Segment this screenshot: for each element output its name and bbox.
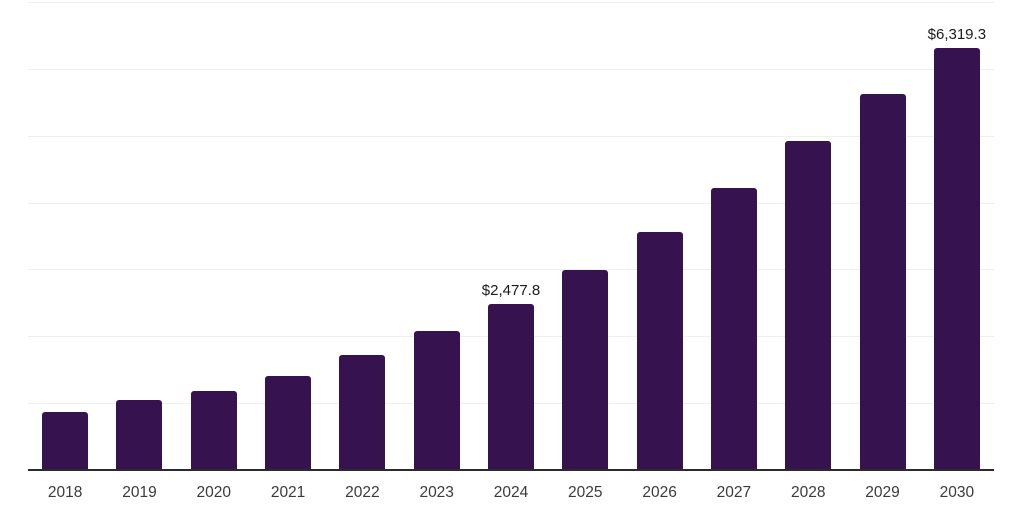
bar-2024	[488, 304, 534, 470]
x-axis-label-2021: 2021	[270, 484, 306, 501]
x-axis-label-2024: 2024	[493, 484, 529, 501]
bar-2030	[933, 47, 980, 470]
bar-2020	[190, 390, 237, 470]
bar-2028	[785, 141, 832, 470]
bar-2026	[636, 231, 683, 470]
bar-2025	[562, 269, 609, 470]
x-axis-label-2022: 2022	[345, 484, 380, 501]
bar-2021	[265, 376, 312, 470]
bar-2027	[710, 187, 757, 470]
x-axis-label-2025: 2025	[568, 484, 603, 501]
bar-2019	[116, 400, 163, 470]
x-axis-label-2020: 2020	[196, 484, 232, 501]
data-label-2030: $6,319.3	[927, 25, 987, 43]
bar-2029	[859, 93, 906, 470]
x-axis-label-2030: 2030	[939, 484, 975, 501]
gridline	[28, 68, 994, 70]
gridline	[28, 135, 994, 137]
bar-2022	[339, 354, 386, 470]
gridline	[28, 2, 994, 3]
x-axis-label-2029: 2029	[865, 484, 900, 501]
x-axis-label-2026: 2026	[642, 484, 677, 501]
x-axis-line	[28, 469, 994, 471]
x-axis-label-2027: 2027	[716, 484, 752, 501]
gridline	[28, 269, 994, 271]
bar-2018	[42, 411, 89, 470]
gridline	[28, 202, 994, 204]
x-axis-label-2018: 2018	[47, 484, 83, 501]
bar-2023	[413, 331, 460, 470]
x-axis-label-2028: 2028	[790, 484, 826, 501]
data-label-2024: $2,477.8	[481, 282, 541, 300]
x-axis-label-2023: 2023	[419, 484, 454, 501]
x-axis-label-2019: 2019	[122, 484, 157, 501]
